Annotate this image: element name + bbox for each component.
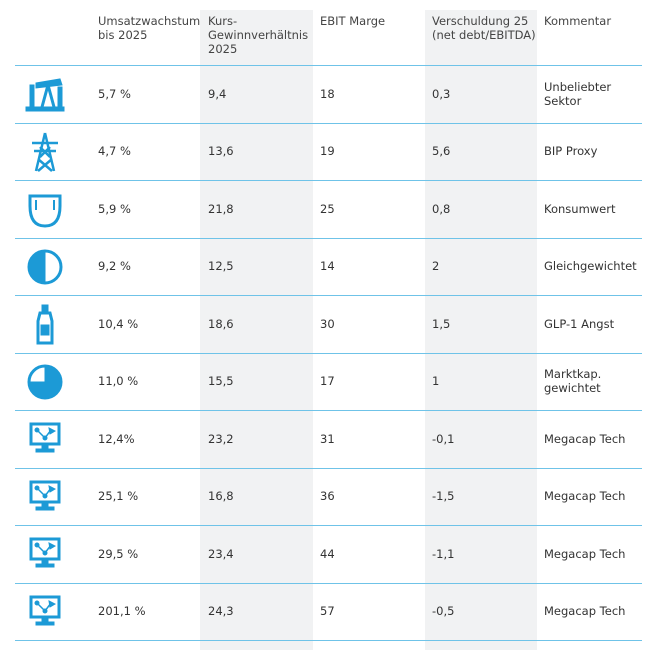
table-cell: Megacap Tech bbox=[544, 546, 626, 561]
table-cell: 13,6 bbox=[208, 144, 234, 159]
table-cell: 5,6 bbox=[432, 144, 451, 159]
table-cell: -1,5 bbox=[432, 489, 455, 504]
table-cell: -0,1 bbox=[432, 431, 455, 446]
table-cell: 5,7 % bbox=[98, 86, 131, 101]
row-line bbox=[15, 410, 642, 411]
table-cell: GLP-1 Angst bbox=[544, 316, 615, 331]
table-cell: 9,4 bbox=[208, 86, 227, 101]
header-cell: Verschuldung 25 (net debt/EBITDA) bbox=[432, 14, 536, 42]
table-cell: 15,5 bbox=[208, 374, 234, 389]
table-cell: 201,1 % bbox=[98, 604, 146, 619]
table-cell: 21,8 bbox=[208, 201, 234, 216]
table-cell: Konsumwert bbox=[544, 201, 616, 216]
table-cell: 1 bbox=[432, 374, 440, 389]
header-cell: Umsatzwachstum bis 2025 bbox=[98, 14, 201, 42]
table-cell: 30 bbox=[320, 316, 335, 331]
table-cell: 2 bbox=[432, 259, 440, 274]
row-line bbox=[15, 640, 642, 641]
table-cell: 31 bbox=[320, 431, 335, 446]
table-cell: 12,5 bbox=[208, 259, 234, 274]
table-cell: 5,9 % bbox=[98, 201, 131, 216]
table-cell: 24,3 bbox=[208, 604, 234, 619]
row-line bbox=[15, 467, 642, 469]
table-cell: 4,7 % bbox=[98, 144, 131, 159]
row-icon bbox=[28, 194, 62, 228]
table-cell: 25 bbox=[320, 201, 335, 216]
row-icon bbox=[36, 304, 54, 345]
row-icon bbox=[29, 595, 61, 625]
table-cell: 57 bbox=[320, 604, 335, 619]
row-icon bbox=[27, 249, 63, 284]
table-cell: Megacap Tech bbox=[544, 431, 626, 446]
table-cell: 18 bbox=[320, 86, 335, 101]
row-icon bbox=[27, 364, 63, 399]
table-cell: 29,5 % bbox=[98, 546, 139, 561]
row-icon bbox=[32, 132, 58, 172]
table-cell: 18,6 bbox=[208, 316, 234, 331]
table-cell: Gleichgewichtet bbox=[544, 259, 637, 274]
row-icon bbox=[29, 422, 61, 453]
table-cell: 16,8 bbox=[208, 489, 234, 504]
table-cell: 44 bbox=[320, 546, 335, 561]
row-line bbox=[15, 180, 642, 181]
table-cell: -0,5 bbox=[432, 604, 455, 619]
table-cell: 0,8 bbox=[432, 201, 451, 216]
column-shade bbox=[200, 10, 313, 650]
table-cell: Megacap Tech bbox=[544, 604, 626, 619]
row-line bbox=[15, 582, 642, 584]
row-icon bbox=[25, 78, 65, 112]
table-cell: Unbeliebter Sektor bbox=[544, 79, 612, 108]
header-cell: Kommentar bbox=[544, 14, 612, 28]
table-cell: 17 bbox=[320, 374, 335, 389]
row-line bbox=[15, 525, 642, 526]
table-cell: Megacap Tech bbox=[544, 489, 626, 504]
row-line bbox=[15, 237, 642, 239]
table-cell: 9,2 % bbox=[98, 259, 131, 274]
table-cell: 19 bbox=[320, 144, 335, 159]
table-cell: 23,2 bbox=[208, 431, 234, 446]
table-cell: 23,4 bbox=[208, 546, 234, 561]
column-shade bbox=[425, 10, 537, 650]
table-cell: 14 bbox=[320, 259, 335, 274]
row-icon bbox=[29, 480, 61, 510]
header-cell: EBIT Marge bbox=[320, 14, 386, 28]
row-line bbox=[15, 65, 642, 66]
row-line bbox=[15, 352, 642, 354]
table-cell: 1,5 bbox=[432, 316, 451, 331]
table-cell: 11,0 % bbox=[98, 374, 139, 389]
header-cell: Kurs-Gewinnverhältnis 2025 bbox=[208, 14, 309, 56]
table-cell: 36 bbox=[320, 489, 335, 504]
table-cell: 0,3 bbox=[432, 86, 451, 101]
table-cell: -1,1 bbox=[432, 546, 455, 561]
row-line bbox=[15, 295, 642, 296]
table-cell: BIP Proxy bbox=[544, 144, 598, 159]
table-cell: Marktkap. gewichtet bbox=[544, 367, 602, 396]
table-cell: 12,4% bbox=[98, 431, 135, 446]
table-cell: 25,1 % bbox=[98, 489, 139, 504]
row-icon bbox=[29, 537, 61, 568]
row-line bbox=[15, 122, 642, 124]
table-cell: 10,4 % bbox=[98, 316, 139, 331]
